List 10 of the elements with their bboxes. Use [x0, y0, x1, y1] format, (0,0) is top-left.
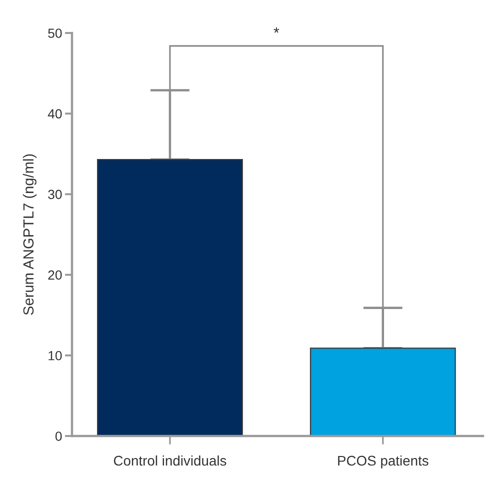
text: * — [274, 27, 280, 33]
y-tick-label: 20 — [48, 270, 62, 280]
y-tick-label: 0 — [55, 432, 62, 441]
y-tick-label: 40 — [48, 109, 62, 119]
y-axis-title: Serum ANGPTL7 (ng/ml) — [22, 154, 36, 315]
y-tick-label: 50 — [48, 28, 62, 38]
x-tick-label: PCOS patients — [338, 455, 428, 468]
y-tick-label: 30 — [48, 190, 62, 200]
x-tick-label: Control individuals — [114, 455, 226, 466]
y-tick-label: 10 — [48, 350, 62, 360]
